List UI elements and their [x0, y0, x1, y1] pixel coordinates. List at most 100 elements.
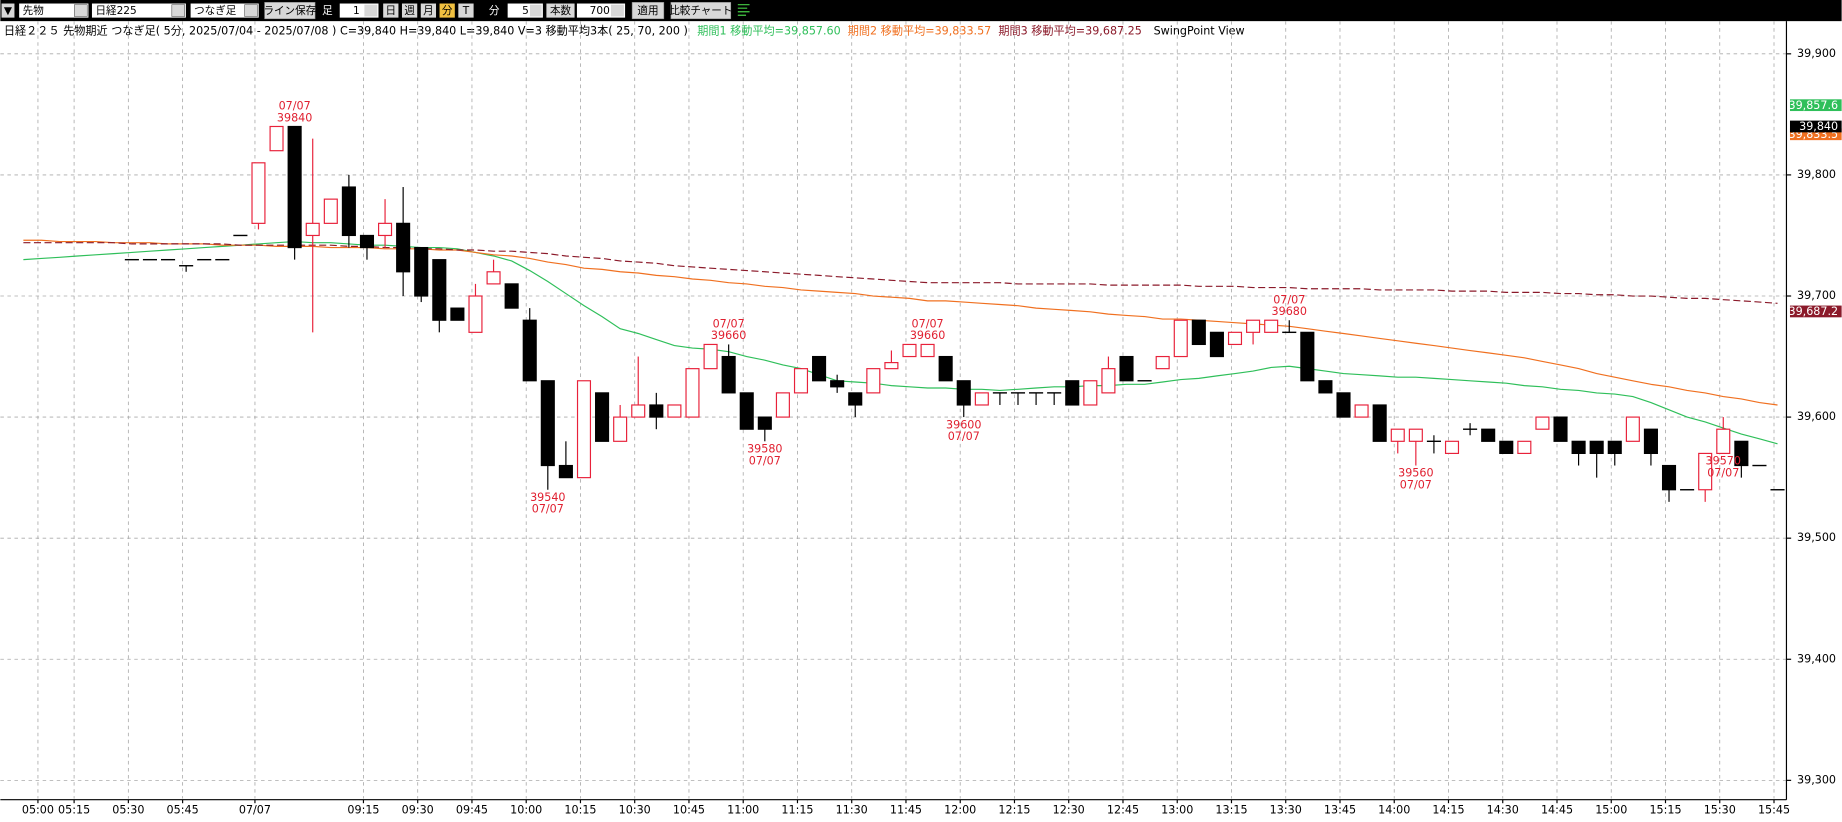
candle-body [1499, 440, 1514, 455]
bars-label: 本数 [550, 4, 572, 17]
candle-body [721, 355, 736, 394]
candle-body [1408, 428, 1423, 442]
x-tick-label: 09:30 [402, 803, 434, 816]
candle-body [631, 404, 646, 418]
axes: 39,300 39,400 39,500 39,600 39,700 39,800 39,9… [22, 47, 1842, 816]
apply-button[interactable] [631, 2, 665, 20]
candle-body [1716, 428, 1731, 455]
candle-body [486, 271, 501, 285]
x-tick-label: 13:45 [1324, 803, 1356, 816]
period-text[interactable]: 分 [442, 5, 453, 17]
candle-body [649, 404, 664, 418]
candle-body [1390, 428, 1405, 442]
menu-button[interactable] [1, 3, 15, 18]
price-marker [1789, 305, 1842, 318]
period-text[interactable]: 月 [423, 5, 434, 17]
swing-high-price: 39840 [277, 111, 312, 124]
compare-text[interactable]: 比較チャート [669, 4, 732, 17]
legend-entry: 期間1 移動平均=39,857.60 [697, 24, 841, 38]
candle-body [522, 319, 537, 382]
candle-body [468, 295, 483, 333]
spinner[interactable] [529, 4, 542, 17]
candle-body [1571, 440, 1586, 455]
candle-body [1589, 440, 1604, 455]
save-button[interactable] [264, 2, 316, 20]
save-text[interactable]: ライン保存 [263, 4, 316, 17]
period-button[interactable] [420, 3, 437, 18]
candle-body [1444, 440, 1460, 455]
x-tick-label: 11:45 [890, 803, 922, 816]
candle-body [812, 355, 827, 382]
candle-body [558, 464, 573, 479]
period-text[interactable]: 週 [404, 5, 415, 17]
candle-body [1209, 331, 1224, 358]
candle-body [359, 234, 375, 249]
x-tick-label: 10:15 [564, 803, 596, 816]
candle-body [613, 416, 628, 442]
x-tick-label: 09:45 [456, 803, 488, 816]
candle-body [667, 404, 682, 418]
select-arrow[interactable] [244, 4, 258, 17]
legend-entry: 期間2 移動平均=39,833.57 [848, 24, 992, 38]
y-tick-label: 39,300 [1797, 773, 1836, 786]
select-arrow[interactable] [171, 4, 186, 17]
candle-body [1191, 319, 1206, 346]
swing-low-price: 39560 [1398, 467, 1433, 480]
kind-select[interactable] [190, 3, 259, 18]
candle-body [1607, 440, 1622, 455]
menu-icon[interactable]: ▼ [4, 5, 13, 17]
y-tick-label: 39,800 [1797, 168, 1836, 181]
spinner[interactable] [364, 4, 378, 17]
period-text[interactable]: T [462, 5, 470, 17]
apply-text[interactable]: 適用 [637, 4, 658, 17]
period-button[interactable] [401, 3, 418, 18]
swing-high-price: 39680 [1272, 305, 1307, 318]
price-marker-label: 39,687.2 [1788, 305, 1838, 318]
x-tick-label: 14:45 [1541, 803, 1573, 816]
candle-body [1083, 380, 1098, 406]
period-button[interactable] [458, 3, 474, 18]
x-tick-label: 11:15 [781, 803, 813, 816]
x-tick-label: 14:00 [1378, 803, 1410, 816]
swing-high-price: 39660 [910, 329, 945, 342]
x-tick-label: 14:15 [1432, 803, 1464, 816]
legend-entry: 期間3 移動平均=39,687.25 [998, 24, 1142, 38]
candle-body [1173, 319, 1188, 358]
candle-body [251, 162, 266, 224]
candle-body [1065, 380, 1080, 406]
candle-body [974, 392, 989, 406]
x-tick-label: 14:30 [1487, 803, 1519, 816]
candle-body [866, 368, 881, 394]
market-select[interactable] [19, 3, 89, 18]
candle-body [884, 362, 899, 370]
period-text[interactable]: 日 [386, 5, 397, 17]
settings-icon[interactable] [737, 4, 750, 16]
candle-body [432, 259, 447, 321]
kind-text[interactable]: つなぎ足 [194, 4, 237, 17]
period-button[interactable] [383, 3, 399, 18]
price-marker [1789, 120, 1842, 133]
bars[interactable]: 700 [590, 5, 610, 17]
symbol-text[interactable]: 日経225 [95, 4, 136, 17]
candle-body [450, 307, 465, 321]
y-tick-label: 39,700 [1797, 289, 1836, 302]
candle-body [1227, 331, 1243, 346]
market-text[interactable]: 先物 [23, 4, 45, 17]
compare-button[interactable] [670, 2, 732, 20]
minutes[interactable]: 5 [522, 5, 529, 17]
candle-body [775, 392, 790, 418]
candle-body [414, 246, 429, 297]
period-button[interactable] [439, 3, 455, 18]
x-tick-label: 05:45 [167, 803, 199, 816]
y-tick-label: 39,400 [1797, 652, 1836, 665]
bar-count[interactable]: 1 [353, 5, 360, 17]
select-arrow[interactable] [74, 4, 88, 17]
candle-body [1246, 319, 1261, 333]
candle-body [1372, 404, 1387, 442]
x-tick-label: 15:15 [1649, 803, 1681, 816]
symbol-select[interactable] [91, 3, 186, 18]
ma-line [23, 240, 1778, 445]
spinner[interactable] [610, 4, 624, 17]
candle-body [595, 392, 610, 442]
